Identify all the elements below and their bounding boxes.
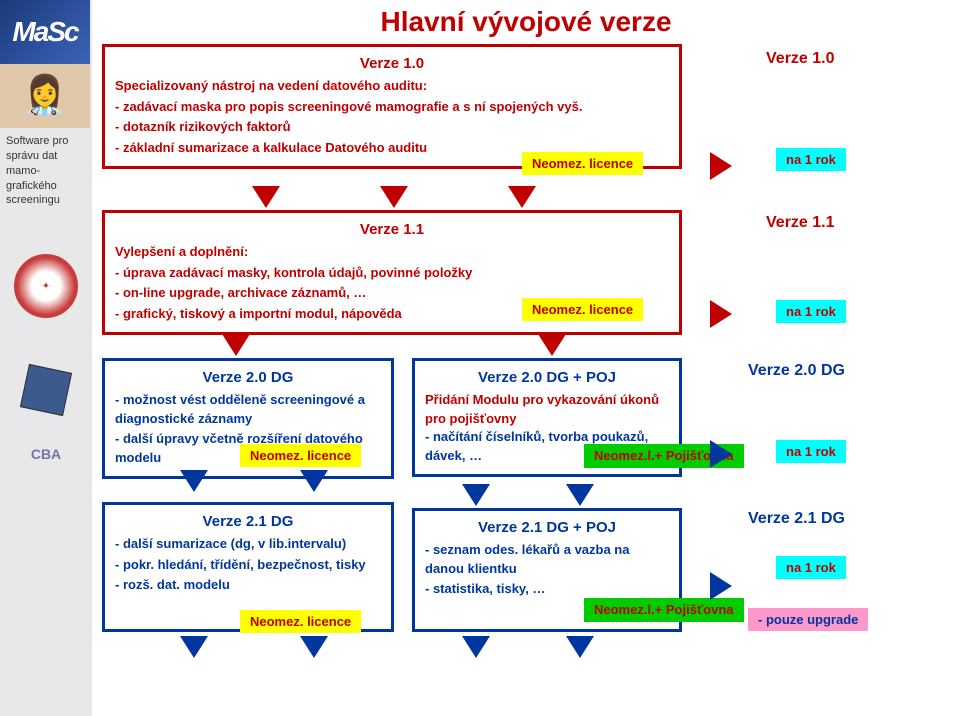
v21dg-version: Verze 2.1 DG [115,511,381,533]
sidebar: MaSc 👩‍⚕️ Software pro správu dat mamo- … [0,0,92,716]
arrow-down-icon [538,334,566,356]
arrow-right-icon [710,572,732,600]
license-badge: Neomez. licence [522,152,643,175]
main-diagram: Hlavní vývojové verze Verze 1.0 Speciali… [92,0,960,716]
cba-logo: CBA [0,446,92,462]
year-badge: na 1 rok [776,148,846,171]
tag-v10: Verze 1.0 [766,50,835,68]
arrow-right-icon [710,440,732,468]
sidebar-caption: Software pro správu dat mamo- grafického… [0,128,92,214]
arrow-down-icon [300,636,328,658]
logo-cube-icon [20,364,72,416]
arrow-down-icon [300,470,328,492]
year-badge: na 1 rok [776,440,846,463]
v10-item: - dotazník rizikových faktorů [115,118,669,137]
arrow-down-icon [222,334,250,356]
v10-version: Verze 1.0 [115,53,669,75]
year-badge: na 1 rok [776,300,846,323]
license-badge: Neomez. licence [522,298,643,321]
year-badge: na 1 rok [776,556,846,579]
v11-item: - úprava zadávací masky, kontrola údajů,… [115,264,669,283]
tag-v21dg: Verze 2.1 DG [748,510,845,528]
arrow-right-icon [710,152,732,180]
v20poj-version: Verze 2.0 DG + POJ [425,367,669,389]
arrow-down-icon [180,636,208,658]
v21poj-item: - seznam odes. lékařů a vazba na danou k… [425,541,669,579]
v21dg-item: - další sumarizace (dg, v lib.intervalu) [115,535,381,554]
arrow-down-icon [566,636,594,658]
sidebar-photo: 👩‍⚕️ [0,64,90,128]
arrow-down-icon [508,186,536,208]
tag-v11: Verze 1.1 [766,214,835,232]
arrow-down-icon [462,636,490,658]
license-plus-badge: Neomez.l.+ Pojišťovna [584,598,744,622]
v21dg-item: - pokr. hledání, třídění, bezpečnost, ti… [115,556,381,575]
v21poj-item: - statistika, tisky, … [425,580,669,599]
v20poj-red-line: Přidání Modulu pro vykazování úkonů pro … [425,391,669,429]
upgrade-only-badge: - pouze upgrade [748,608,868,631]
v20dg-version: Verze 2.0 DG [115,367,381,389]
v11-heading: Vylepšení a doplnění: [115,243,669,262]
seal-icon: ✦ [14,254,78,318]
page-title: Hlavní vývojové verze [92,6,960,38]
license-badge: Neomez. licence [240,610,361,633]
arrow-down-icon [462,484,490,506]
arrow-down-icon [252,186,280,208]
v21dg-item: - rozš. dat. modelu [115,576,381,595]
v20dg-item: - možnost vést odděleně screeningové a d… [115,391,381,429]
box-v10: Verze 1.0 Specializovaný nástroj na vede… [102,44,682,169]
v10-item: - zadávací maska pro popis screeningové … [115,98,669,117]
arrow-down-icon [380,186,408,208]
tag-v20dg: Verze 2.0 DG [748,362,845,380]
license-badge: Neomez. licence [240,444,361,467]
v11-version: Verze 1.1 [115,219,669,241]
arrow-down-icon [566,484,594,506]
arrow-right-icon [710,300,732,328]
app-logo: MaSc [0,0,90,64]
arrow-down-icon [180,470,208,492]
v21poj-version: Verze 2.1 DG + POJ [425,517,669,539]
v10-heading: Specializovaný nástroj na vedení datovéh… [115,77,669,96]
